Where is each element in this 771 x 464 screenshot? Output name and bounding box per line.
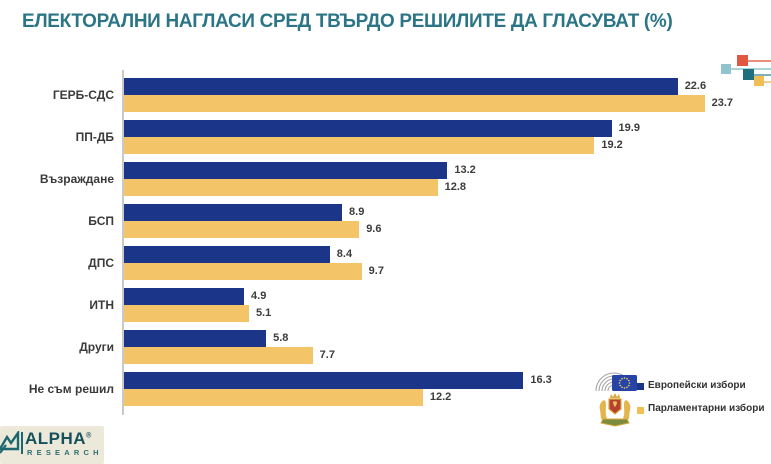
legend-swatch-european [637,383,644,390]
bar-group: 8.9 9.6 [123,204,771,238]
value-label: 9.6 [366,223,382,235]
chart-row: БСП 8.9 9.6 [0,204,771,238]
legend-swatch-parliamentary [637,407,644,414]
value-label: 19.2 [601,139,623,151]
pin-square-yellow-icon [754,76,764,86]
value-label: 22.6 [684,80,707,92]
chart-axis-line [122,70,124,415]
alpha-logo-text: ALPHA [25,429,87,448]
legend-label-european: Европейски избори [648,380,746,391]
bar-parliamentary-elections [124,179,438,196]
pin-line-red [743,60,771,62]
value-label: 13.2 [454,164,476,176]
bar-group: 5.8 7.7 [123,330,771,364]
bar-european-elections [124,78,678,95]
pin-square-red-icon [737,55,748,66]
chart-row: ГЕРБ-СДС 22.6 23.7 [0,78,771,112]
pin-line-teal [749,74,771,76]
pin-square-teal-icon [743,69,754,80]
value-label: 19.9 [618,122,640,134]
legend-label-parliamentary: Парламентарни избори [648,403,765,414]
value-label: 12.2 [429,391,452,403]
alpha-logo-subtext: RESEARCH [27,448,103,457]
bar-group: 4.9 5.1 [123,288,771,322]
bar-parliamentary-elections [124,347,313,364]
category-label: Не съм решил [28,382,114,396]
chart-title: ЕЛЕКТОРАЛНИ НАГЛАСИ СРЕД ТВЪРДО РЕШИЛИТЕ… [22,10,673,32]
category-label: ПП-ДБ [75,130,114,144]
category-label: Други [79,340,114,354]
bar-group: 19.9 19.2 [123,120,771,154]
pin-line-yellow [760,81,771,83]
value-label: 5.1 [255,307,272,319]
bar-parliamentary-elections [124,95,705,112]
category-label: Възраждане [39,172,114,186]
pin-square-lightblue-icon [721,64,731,74]
chart-row: Други 5.8 7.7 [0,330,771,364]
value-label: 7.7 [319,349,335,361]
registered-mark: ® [86,432,92,440]
value-label: 5.8 [273,332,289,344]
alpha-logo-glyph-icon [0,431,20,454]
category-label: ГЕРБ-СДС [52,88,114,102]
chart-row: ДПС 8.4 9.7 [0,246,771,280]
bar-european-elections [124,204,343,221]
value-label: 16.3 [530,374,552,386]
chart-row: ИТН 4.9 5.1 [0,288,771,322]
category-label: БСП [88,214,114,228]
bar-group: 13.2 12.8 [123,162,771,196]
value-label: 9.7 [368,265,384,277]
value-label: 8.9 [349,206,365,218]
value-label: 23.7 [711,97,734,109]
alpha-logo-divider [21,432,23,454]
bar-chart: ГЕРБ-СДС 22.6 23.7 ПП-ДБ 19.9 19.2 Възраждане 1… [0,78,771,414]
bar-european-elections [124,330,267,347]
bar-group: 16.3 12.2 [123,372,771,406]
chart-row: ПП-ДБ 19.9 19.2 [0,120,771,154]
bar-parliamentary-elections [124,389,423,406]
eu-parliament-logo-icon [595,372,637,392]
value-label: 12.8 [444,181,467,193]
bar-european-elections [124,246,330,263]
chart-row: Не съм решил 16.3 12.2 [0,372,771,406]
bulgaria-coat-of-arms-icon [599,393,631,427]
bar-european-elections [124,120,612,137]
bar-parliamentary-elections [124,305,249,322]
category-label: ИТН [89,298,114,312]
bar-european-elections [124,372,524,389]
value-label: 4.9 [251,290,267,302]
alpha-logo-word: ALPHA® [25,429,92,449]
bar-european-elections [124,162,448,179]
alpha-research-logo: ALPHA® RESEARCH [0,426,104,464]
chart-row: Възраждане 13.2 12.8 [0,162,771,196]
bar-european-elections [124,288,245,305]
bar-parliamentary-elections [124,263,362,280]
bar-parliamentary-elections [124,221,360,238]
chart-legend: Европейски избори Парламентарни избори [592,366,771,430]
bar-group: 8.4 9.7 [123,246,771,280]
value-label: 8.4 [336,248,353,260]
category-label: ДПС [88,256,114,270]
bar-group: 22.6 23.7 [123,78,771,112]
bar-parliamentary-elections [124,137,595,154]
